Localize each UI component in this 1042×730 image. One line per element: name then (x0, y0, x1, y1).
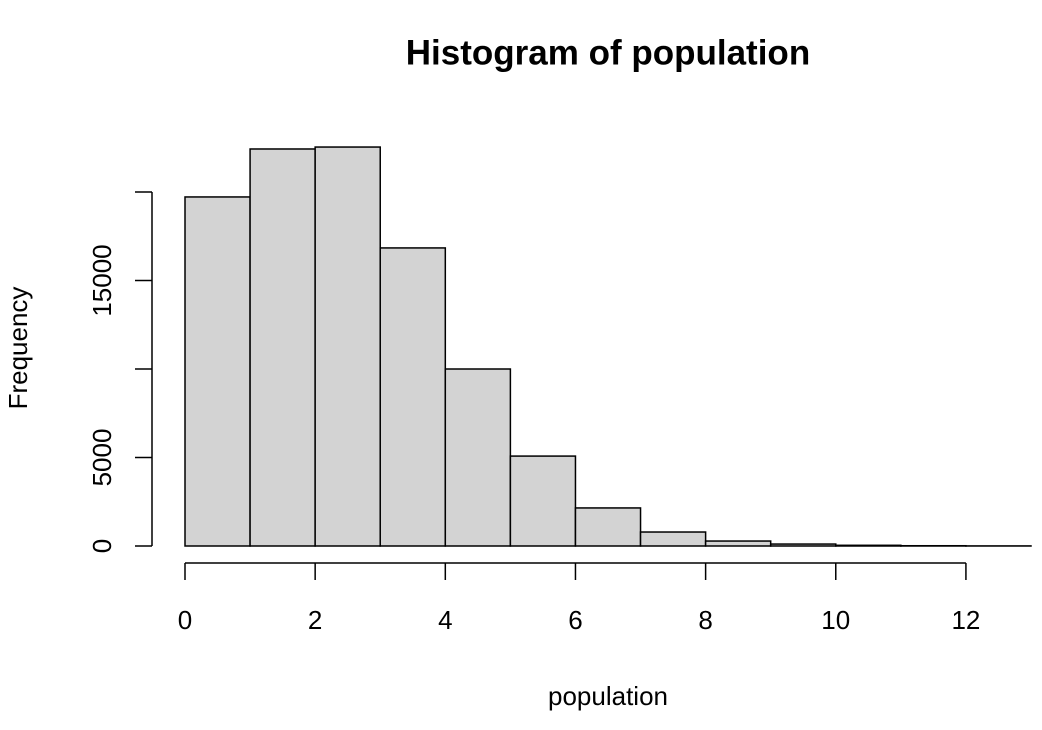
y-tick-label: 0 (87, 539, 117, 553)
x-tick-label: 8 (698, 605, 712, 635)
bar (184, 196, 251, 547)
bar (835, 544, 902, 547)
bar (379, 247, 447, 547)
x-tick-label: 4 (438, 605, 452, 635)
y-tick-label: 5000 (87, 429, 117, 487)
bar (639, 531, 707, 547)
x-tick-label: 0 (178, 605, 192, 635)
x-tick-label: 10 (821, 605, 850, 635)
bar (444, 368, 512, 547)
x-tick-label: 2 (308, 605, 322, 635)
bar (249, 148, 316, 547)
bar (509, 455, 577, 547)
x-tick-label: 12 (951, 605, 980, 635)
y-axis-label: Frequency (3, 287, 33, 410)
bar (704, 540, 772, 547)
bar (769, 543, 837, 547)
y-tick-label: 15000 (87, 244, 117, 316)
bar (314, 146, 381, 547)
x-tick-label: 6 (568, 605, 582, 635)
x-axis-label: population (548, 681, 668, 711)
bar (574, 507, 642, 547)
chart-title: Histogram of population (406, 33, 810, 72)
